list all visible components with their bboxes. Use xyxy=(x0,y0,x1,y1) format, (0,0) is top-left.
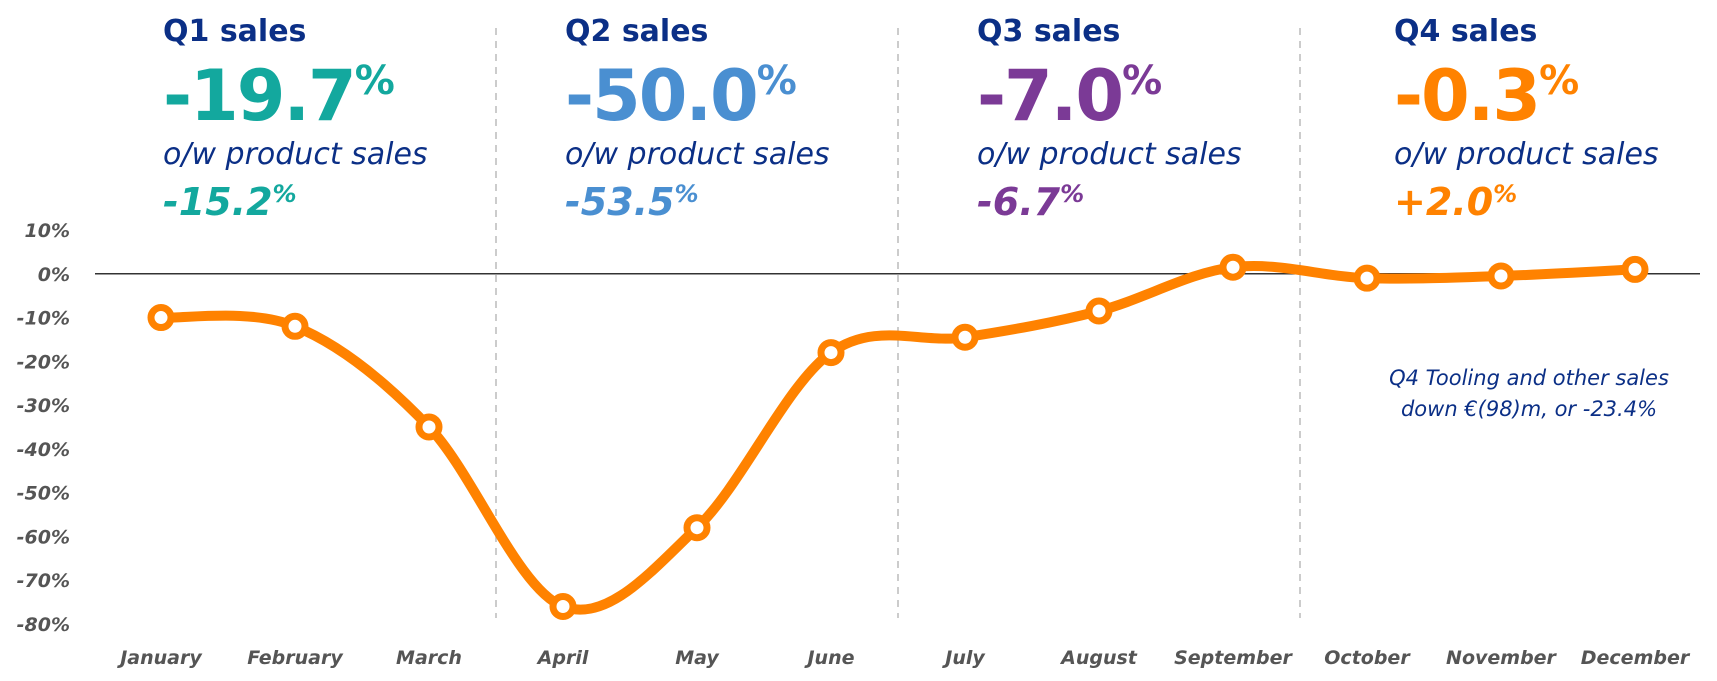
x-tick-label: May xyxy=(675,647,720,669)
product-change: -15.2% xyxy=(163,180,297,224)
y-tick-label: -40% xyxy=(17,439,70,461)
point-marker xyxy=(1487,262,1515,290)
x-tick-label: February xyxy=(247,647,344,669)
y-tick-label: -80% xyxy=(17,614,70,636)
point-marker xyxy=(1353,264,1381,292)
quarter-subtitle: o/w product sales xyxy=(977,137,1242,172)
total-value: -50.0 xyxy=(565,55,757,137)
point-marker xyxy=(281,312,309,340)
product-value: -6.7 xyxy=(977,180,1061,224)
point-marker xyxy=(549,592,577,620)
product-value: +2.0 xyxy=(1394,180,1493,224)
y-tick-label: -10% xyxy=(17,308,70,330)
product-value: -53.5 xyxy=(565,180,675,224)
product-value: -15.2 xyxy=(163,180,273,224)
point-marker xyxy=(951,323,979,351)
total-unit: % xyxy=(1122,58,1161,104)
product-unit: % xyxy=(1493,180,1517,208)
point-marker xyxy=(147,304,175,332)
y-tick-label: -70% xyxy=(17,570,70,592)
point-marker xyxy=(683,514,711,542)
x-tick-label: December xyxy=(1581,647,1691,669)
total-unit: % xyxy=(355,58,394,104)
y-tick-label: -30% xyxy=(17,395,70,417)
point-marker xyxy=(1085,297,1113,325)
product-unit: % xyxy=(675,180,699,208)
product-change: -53.5% xyxy=(565,180,699,224)
quarter-title: Q3 sales xyxy=(977,14,1120,49)
x-tick-label: January xyxy=(116,647,203,669)
note: Q4 Tooling and other sales xyxy=(1389,366,1669,390)
total-unit: % xyxy=(1539,58,1578,104)
quarter-total: -50.0% xyxy=(565,55,796,137)
x-tick-label: September xyxy=(1174,647,1293,669)
point-marker xyxy=(1621,255,1649,283)
y-tick-label: -60% xyxy=(17,526,70,548)
y-tick-label: -20% xyxy=(17,351,70,373)
x-tick-label: August xyxy=(1059,647,1138,669)
x-tick-label: March xyxy=(396,647,462,669)
product-change: +2.0% xyxy=(1394,180,1517,224)
quarter-title: Q2 sales xyxy=(565,14,708,49)
x-tick-label: October xyxy=(1324,647,1411,669)
y-tick-label: 0% xyxy=(38,264,70,286)
point-marker xyxy=(415,413,443,441)
quarter-title: Q4 sales xyxy=(1394,14,1537,49)
quarter-total: -0.3% xyxy=(1394,55,1578,137)
quarter-title: Q1 sales xyxy=(163,14,306,49)
x-tick-label: November xyxy=(1446,647,1558,669)
quarter-subtitle: o/w product sales xyxy=(163,137,428,172)
point-marker xyxy=(1219,253,1247,281)
quarter-subtitle: o/w product sales xyxy=(1394,137,1659,172)
point-marker xyxy=(817,339,845,367)
x-tick-label: April xyxy=(536,647,589,669)
x-tick-label: July xyxy=(941,647,986,669)
product-change: -6.7% xyxy=(977,180,1084,224)
total-value: -19.7 xyxy=(163,55,355,137)
product-unit: % xyxy=(1060,180,1084,208)
quarter-total: -7.0% xyxy=(977,55,1161,137)
product-unit: % xyxy=(273,180,297,208)
y-tick-label: 10% xyxy=(25,220,70,242)
total-unit: % xyxy=(757,58,796,104)
x-tick-label: June xyxy=(803,647,854,669)
quarter-subtitle: o/w product sales xyxy=(565,137,830,172)
quarter-total: -19.7% xyxy=(163,55,394,137)
note: down €(98)m, or -23.4% xyxy=(1401,397,1657,421)
total-value: -0.3 xyxy=(1394,55,1539,137)
y-tick-label: -50% xyxy=(17,483,70,505)
total-value: -7.0 xyxy=(977,55,1122,137)
